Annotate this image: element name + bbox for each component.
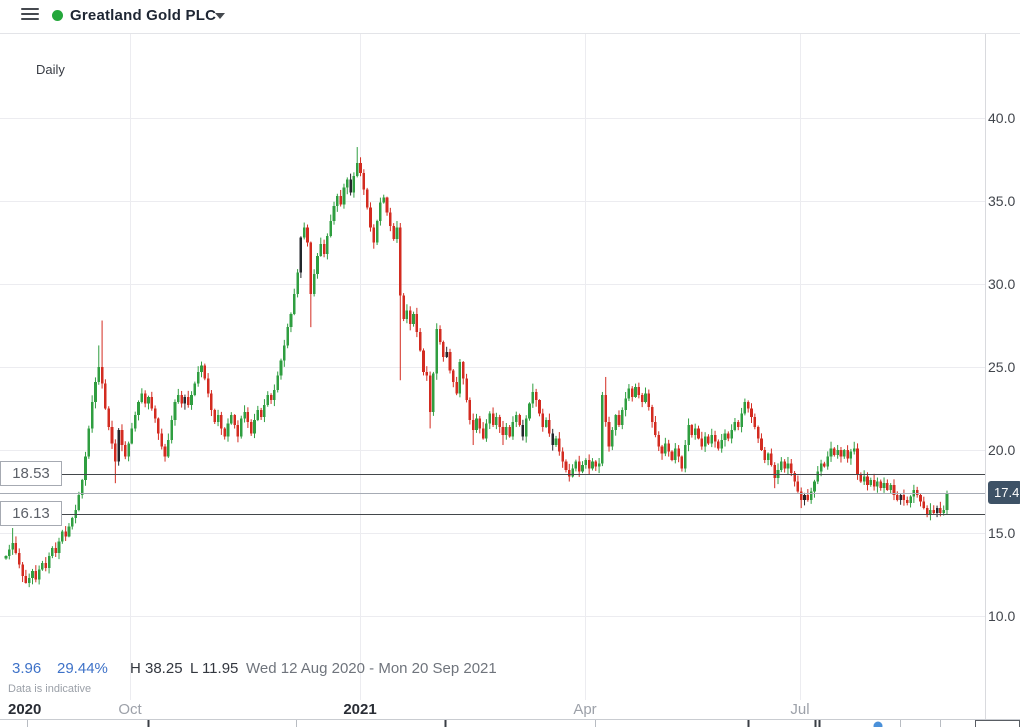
y-axis-tick-label: 10.0	[988, 608, 1016, 624]
chevron-down-icon[interactable]	[215, 13, 225, 19]
y-axis-tick-label: 20.0	[988, 442, 1016, 458]
price-level-box[interactable]: 18.53	[0, 461, 62, 487]
period-high-label: H 38.25	[130, 660, 183, 677]
menu-icon[interactable]	[21, 8, 39, 24]
x-axis-tick-label: Jul	[790, 701, 810, 718]
x-axis-tick-label: Oct	[118, 701, 142, 718]
y-axis-tick-label: 15.0	[988, 525, 1016, 541]
period-low-label: L 11.95	[190, 660, 239, 677]
bottom-panel-corner	[975, 720, 1020, 727]
interval-label[interactable]: Daily	[36, 62, 65, 77]
instrument-title[interactable]: Greatland Gold PLC	[70, 7, 217, 24]
date-range-label: Wed 12 Aug 2020 - Mon 20 Sep 2021	[246, 660, 497, 677]
y-axis-tick-label: 40.0	[988, 110, 1016, 126]
y-axis-tick-label: 25.0	[988, 359, 1016, 375]
x-axis-tick-label: Apr	[573, 701, 597, 718]
price-level-box[interactable]: 16.13	[0, 501, 62, 527]
y-axis-tick-label: 35.0	[988, 193, 1016, 209]
app-header: Greatland Gold PLC	[0, 0, 1020, 34]
x-axis-tick-label: 2020	[8, 701, 42, 718]
current-price-badge: 17.4	[988, 481, 1020, 505]
period-change-percent: 29.44%	[57, 660, 108, 677]
period-change-value: 3.96	[12, 660, 42, 677]
market-open-dot-icon	[52, 10, 63, 21]
data-indicative-disclaimer: Data is indicative	[8, 683, 92, 695]
mini-blue-icon	[873, 721, 883, 727]
y-axis-tick-label: 30.0	[988, 276, 1016, 292]
x-axis-tick-label: 2021	[343, 701, 377, 718]
